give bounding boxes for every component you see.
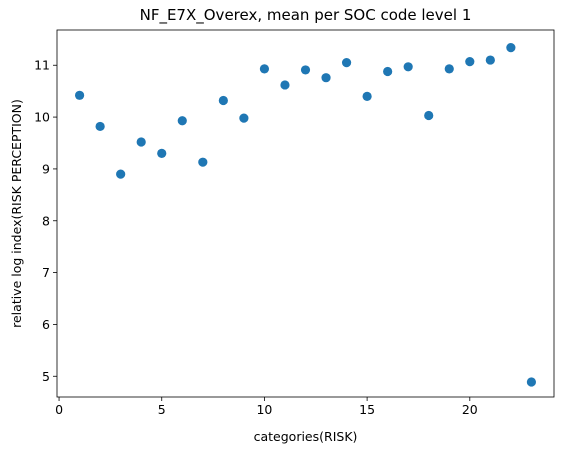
data-point bbox=[403, 62, 413, 72]
x-axis-label: categories(RISK) bbox=[254, 429, 358, 444]
data-point bbox=[177, 116, 187, 126]
y-axis-ticks: 5 6 7 8 9 10 11 bbox=[34, 58, 57, 384]
y-tick-label: 7 bbox=[42, 265, 50, 280]
data-point bbox=[383, 66, 393, 77]
data-point bbox=[198, 157, 208, 167]
y-axis-label: relative log index(RISK PERCEPTION) bbox=[9, 99, 24, 328]
plot-frame bbox=[56, 29, 555, 398]
data-point bbox=[362, 91, 372, 101]
data-point bbox=[444, 64, 454, 74]
y-tick-label: 9 bbox=[42, 161, 50, 176]
data-point bbox=[95, 121, 105, 132]
y-tick-label: 8 bbox=[42, 213, 50, 228]
data-point bbox=[485, 55, 495, 65]
x-tick-label: 15 bbox=[359, 402, 375, 417]
x-tick-label: 0 bbox=[55, 402, 63, 417]
data-point bbox=[239, 113, 249, 123]
data-point bbox=[259, 64, 270, 74]
data-point bbox=[74, 90, 85, 100]
y-tick-label: 11 bbox=[34, 58, 50, 73]
x-tick-label: 5 bbox=[158, 402, 166, 417]
data-point bbox=[465, 57, 475, 67]
data-point bbox=[300, 65, 311, 75]
data-point bbox=[526, 377, 537, 387]
y-tick-label: 10 bbox=[34, 110, 50, 125]
x-tick-label: 10 bbox=[256, 402, 272, 417]
chart-title: NF_E7X_Overex, mean per SOC code level 1 bbox=[140, 6, 472, 25]
y-tick-label: 5 bbox=[42, 369, 50, 384]
data-point bbox=[280, 80, 290, 90]
data-point bbox=[116, 169, 126, 179]
data-point bbox=[341, 58, 352, 68]
data-point bbox=[321, 73, 331, 83]
x-axis-ticks: 0 5 10 15 20 bbox=[55, 397, 478, 417]
data-point bbox=[136, 137, 146, 147]
y-tick-label: 6 bbox=[42, 317, 50, 332]
data-point bbox=[424, 110, 434, 121]
data-point bbox=[506, 43, 516, 53]
x-tick-label: 20 bbox=[462, 402, 478, 417]
data-point bbox=[157, 148, 167, 158]
data-point bbox=[218, 95, 228, 106]
data-points bbox=[74, 43, 537, 387]
